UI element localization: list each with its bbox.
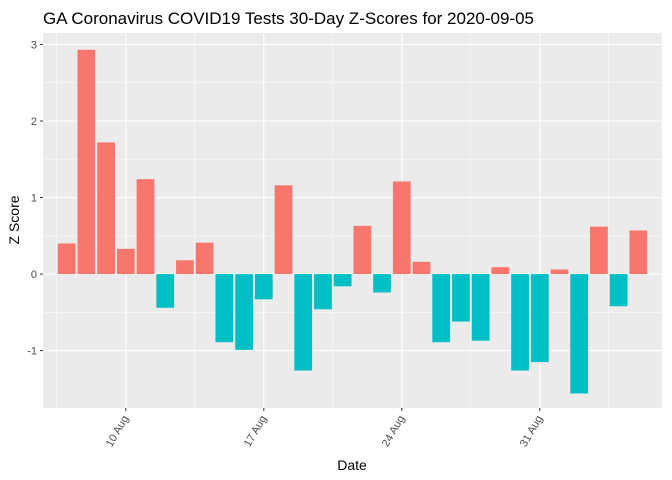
x-tick-label: 17 Aug: [242, 414, 270, 450]
y-tick-label: 2: [31, 116, 37, 128]
bar-2020-08-26: [432, 274, 451, 343]
bar-2020-08-18: [274, 185, 293, 275]
x-axis: 10 Aug 17 Aug 24 Aug 31 Aug: [104, 408, 546, 450]
y-tick-label: 3: [31, 39, 37, 51]
bar-2020-08-28: [471, 274, 490, 341]
bar-2020-08-22: [353, 225, 372, 275]
bar-2020-08-12: [156, 274, 175, 308]
y-tick-label: 1: [31, 193, 37, 205]
x-axis-title: Date: [337, 457, 367, 473]
bar-2020-08-14: [195, 242, 214, 275]
bar-2020-08-10: [116, 248, 135, 275]
bar-2020-08-15: [215, 274, 234, 343]
y-axis: -1 0 1 2 3: [27, 39, 43, 358]
bar-2020-08-11: [136, 179, 155, 275]
plot-panel: [43, 33, 662, 408]
bar-2020-08-30: [511, 274, 529, 371]
chart-title: GA Coronavirus COVID19 Tests 30-Day Z-Sc…: [43, 9, 534, 28]
bar-2020-09-05: [629, 230, 648, 275]
y-tick-label: -1: [27, 346, 37, 358]
bar-2020-08-23: [373, 274, 391, 293]
bar-2020-08-16: [235, 274, 253, 350]
bar-2020-08-07: [57, 243, 76, 275]
bar-2020-08-31: [530, 274, 549, 363]
x-tick-label: 10 Aug: [104, 414, 132, 450]
bar-2020-08-20: [314, 274, 332, 310]
gridlines: [43, 33, 662, 408]
bar-2020-08-08: [77, 49, 96, 275]
bar-2020-08-29: [491, 267, 510, 275]
bar-2020-08-25: [412, 261, 431, 275]
bar-2020-09-03: [590, 226, 608, 275]
bar-2020-08-17: [254, 274, 273, 300]
y-tick-label: 0: [31, 269, 37, 281]
bar-2020-08-09: [97, 142, 115, 275]
bar-2020-09-01: [550, 269, 569, 275]
x-tick-label: 31 Aug: [518, 414, 546, 450]
y-axis-title: Z Score: [6, 195, 22, 244]
bars: [57, 49, 648, 394]
bar-2020-09-02: [570, 274, 589, 394]
bar-2020-08-21: [333, 274, 352, 287]
bar-2020-09-04: [609, 274, 628, 307]
bar-2020-08-24: [392, 181, 411, 275]
x-tick-label: 24 Aug: [380, 414, 408, 450]
bar-2020-08-27: [452, 274, 470, 322]
bar-2020-08-13: [176, 260, 194, 275]
bar-2020-08-19: [294, 274, 313, 371]
